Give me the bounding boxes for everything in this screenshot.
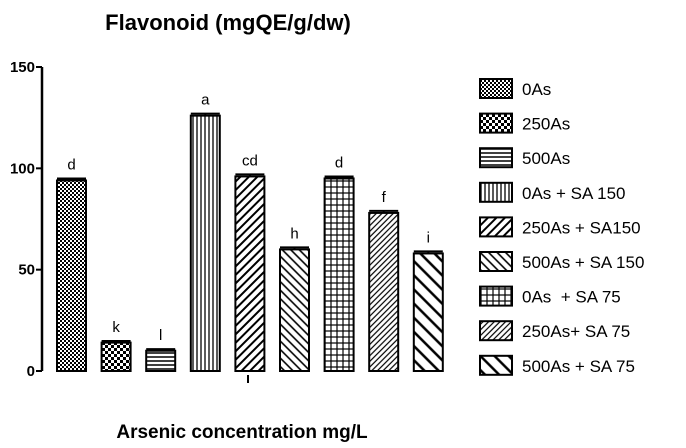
legend-swatch [479,181,513,203]
legend-swatch [479,147,513,169]
legend-label: 500As + SA 150 [522,253,644,272]
legend-label: 0As [522,80,551,99]
bar-letter-label: f [382,189,387,206]
y-tick-label: 150 [10,59,35,76]
bar-letter-label: i [427,229,430,246]
x-axis-label: Arsenic concentration mg/L [116,422,368,443]
legend-label: 500As + SA 75 [522,357,635,376]
bar-letter-label: a [201,92,210,109]
bar-3 [145,349,177,373]
legend-swatch [479,216,513,238]
legend-swatch [479,285,513,307]
bar-letter-label: k [112,319,120,336]
legend-label: 0As + SA 75 [522,288,621,307]
legend-swatch [479,251,513,272]
legend-label: 250As + SA150 [522,218,641,237]
legend-label: 250As [522,115,570,134]
bar-9 [412,252,444,373]
bar-letter-label: d [67,156,75,173]
bar-6 [279,248,310,372]
bar-1 [56,179,87,372]
legend-swatch [479,320,513,342]
legend: 0As 250As 500As 0As + SA 150 250As + SA150 50… [479,78,644,376]
bar-5 [234,175,266,372]
legend-label: 250As+ SA 75 [522,322,630,341]
plot-area: 0 50 100 150 d k l a cd h d f i [10,59,444,383]
bar-letter-label: cd [242,152,258,169]
legend-swatch [479,354,513,376]
y-tick-label: 0 [27,363,35,380]
bar-2 [100,341,132,373]
chart-title: Flavonoid (mgQE/g/dw) [105,10,351,35]
y-tick-label: 100 [10,160,35,177]
bar-8 [368,211,400,372]
y-tick-label: 50 [18,262,35,279]
bar-letter-label: l [159,327,162,344]
legend-label: 0As + SA 150 [522,184,626,203]
bar-letter-label: d [335,154,343,171]
bar-4 [189,114,221,372]
legend-swatch [479,112,513,134]
legend-swatch [479,78,513,99]
bar-letter-label: h [290,225,298,242]
bar-7 [323,177,355,372]
legend-label: 500As [522,149,570,168]
